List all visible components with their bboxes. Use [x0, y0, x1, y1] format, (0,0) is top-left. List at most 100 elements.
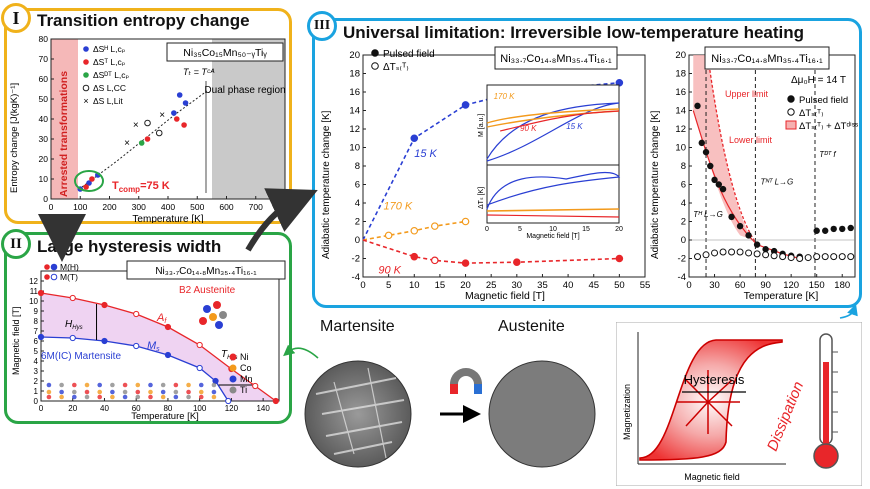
temp-ytick-label: 2 — [681, 217, 686, 228]
atom-dot — [72, 394, 77, 400]
entropy-legend-label: ΔS L,CC — [93, 83, 126, 93]
transition-marker-label: Tᴰᵀ f — [819, 150, 836, 159]
atom-dot — [110, 382, 115, 388]
phase-illustration — [304, 360, 596, 468]
temp-point-pulsed — [702, 148, 710, 156]
temp-legend-label: Pulsed field — [799, 95, 848, 106]
temp-point-dt — [796, 255, 804, 262]
hysteresis-ytick-label: 6 — [34, 337, 39, 346]
entropy-point — [89, 176, 95, 182]
panel-title-3: Universal limitation: Irreversible low-t… — [343, 23, 805, 42]
magnetic-field-axis-label: Magnetic field — [684, 472, 740, 482]
thermometer-icon — [813, 333, 839, 469]
hysteresis-legend: M(H)M(T) — [44, 262, 79, 282]
field-legend-marker — [371, 62, 379, 70]
atom-dot — [97, 394, 103, 400]
panel-title-1: Transition entropy change — [37, 11, 250, 30]
temp-ytick-label: 12 — [675, 124, 686, 135]
atom-dot — [59, 382, 64, 388]
hysteresis-point — [133, 310, 140, 318]
temp-point-pulsed — [715, 181, 722, 188]
atom-dot — [122, 394, 128, 400]
crystal-atom — [213, 301, 221, 309]
atom-dot — [148, 394, 153, 400]
crystal-atom — [209, 313, 217, 321]
entropy-xtick-label: 400 — [161, 202, 175, 212]
atom-dot — [110, 389, 115, 395]
entropy-legend-label: ΔS L,Lit — [93, 96, 123, 106]
field-point — [461, 101, 470, 109]
field-ytick-label: 20 — [349, 50, 360, 61]
hysteresis-region — [41, 293, 276, 401]
temp-point-dt — [787, 254, 795, 262]
crystal-atom — [219, 311, 227, 319]
magnet-icon — [450, 368, 482, 394]
adiabatic-temperature-chart: 0 30 60 90 120 150 180 -4 -2 0 2 4 6 8 10 12 14 16 18 20 Tᴴ … — [675, 50, 856, 291]
austenite-label: Austenite — [498, 318, 565, 335]
hysteresis-point — [69, 294, 76, 302]
hysteresis-text: Hysteresis — [684, 372, 745, 387]
hysteresis-ytick-label: 8 — [34, 317, 39, 326]
hysteresis-point — [133, 342, 140, 350]
atom-dot — [122, 389, 128, 395]
hysteresis-legend-marker — [50, 263, 58, 271]
martensite-phase-label: 6M(IC) Martensite — [41, 351, 121, 362]
entropy-ytick-label: 10 — [39, 174, 49, 184]
entropy-legend-marker — [83, 72, 89, 78]
entropy-legend-marker — [83, 59, 89, 65]
entropy-ytick-label: 70 — [39, 54, 49, 64]
temp-point-pulsed — [830, 225, 837, 233]
magnetization-axis-label: Magnetization — [622, 384, 632, 440]
hysteresis-composition-box — [126, 260, 286, 280]
temp-xtick-label: 30 — [709, 280, 720, 291]
hysteresis-composition: Ni₃₃.₇Co₁₄.₈Mn₃₅.₄Ti₁₆.₁ — [155, 266, 257, 277]
entropy-point — [86, 180, 92, 186]
temp-point-pulsed — [728, 213, 735, 221]
atom-dot — [211, 382, 217, 388]
transition-marker-label: Tᴴ L→G — [693, 210, 723, 219]
hysteresis-point — [196, 341, 203, 349]
temp-chart-legend: Pulsed field ΔTₛ₍ᵀ₎ ΔTₛ₍ᵀ₎ + ΔTᵈⁱˢˢ — [785, 95, 859, 132]
austenite-phase-label: B2 Austenite — [179, 285, 236, 296]
temp-ytick-label: 4 — [681, 198, 686, 209]
entropy-xlabel: Temperature [K] — [132, 214, 203, 223]
atom-dot — [59, 394, 64, 400]
hysteresis-xlabel: Temperature [K] — [131, 411, 199, 421]
panel-badge-3: III — [307, 11, 337, 41]
hysteresis-point — [196, 364, 203, 372]
temp-xtick-label: 180 — [834, 280, 850, 291]
field-point — [430, 256, 439, 265]
hysteresis-ytick-label: 0 — [34, 397, 39, 406]
inset-xtick-label: 5 — [518, 226, 522, 233]
field-xtick-label: 40 — [563, 280, 574, 291]
panel-badge-2: II — [1, 229, 31, 259]
hysteresis-point — [101, 337, 108, 345]
entropy-legend: ΔSᴴ L,cₚ ΔSᵀ L,cₚ ΔSᴰᵀ L,cₚ ΔS L,CC × ΔS L,Li… — [82, 44, 130, 106]
temp-legend-label: ΔTₛ₍ᵀ₎ + ΔTᵈⁱˢˢ — [799, 121, 859, 132]
hysteresis-point — [272, 397, 279, 405]
inset-loop-90k — [500, 110, 620, 132]
dissipation-arrows — [676, 370, 740, 434]
field-xtick-label: 10 — [409, 280, 420, 291]
entropy-axis-ticks: 0 100 200 300 400 500 600 700 800 0 10 20 30 40 50 60 70… — [39, 34, 289, 212]
temp-point-dt — [753, 250, 761, 258]
temp-point-dt — [770, 252, 778, 260]
hysteresis-ytick-label: 5 — [34, 347, 39, 356]
hysteresis-ytick-label: 4 — [34, 357, 39, 366]
atom-dot — [211, 389, 217, 395]
element-marker — [229, 364, 237, 372]
atom-dot — [148, 382, 153, 388]
field-chart-ylabel: Adiabatic temperature change [K] — [321, 110, 332, 259]
hhys-label: HHys — [65, 319, 83, 331]
field-legend-label: ΔTₛ₍ᵀ₎ — [383, 62, 409, 73]
entropy-point — [144, 119, 151, 127]
temp-ytick-label: -4 — [678, 272, 686, 283]
entropy-legend-label: ΔSᴰᵀ L,cₚ — [93, 70, 130, 80]
hysteresis-ytick-label: 2 — [34, 377, 39, 386]
entropy-legend-marker: × — [83, 96, 88, 106]
temp-ytick-label: 16 — [675, 87, 686, 98]
atom-dot — [59, 389, 64, 395]
temp-point-pulsed — [822, 227, 829, 234]
